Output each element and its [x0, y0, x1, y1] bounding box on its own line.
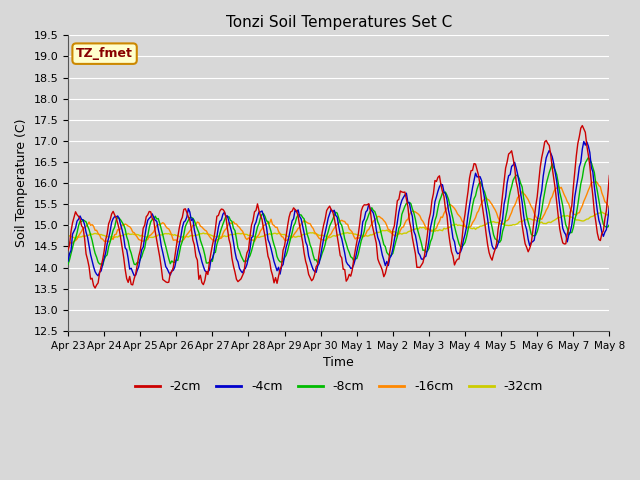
X-axis label: Time: Time: [323, 356, 354, 369]
Legend: -2cm, -4cm, -8cm, -16cm, -32cm: -2cm, -4cm, -8cm, -16cm, -32cm: [129, 375, 548, 398]
Y-axis label: Soil Temperature (C): Soil Temperature (C): [15, 119, 28, 247]
Text: TZ_fmet: TZ_fmet: [76, 47, 133, 60]
Title: Tonzi Soil Temperatures Set C: Tonzi Soil Temperatures Set C: [225, 15, 452, 30]
